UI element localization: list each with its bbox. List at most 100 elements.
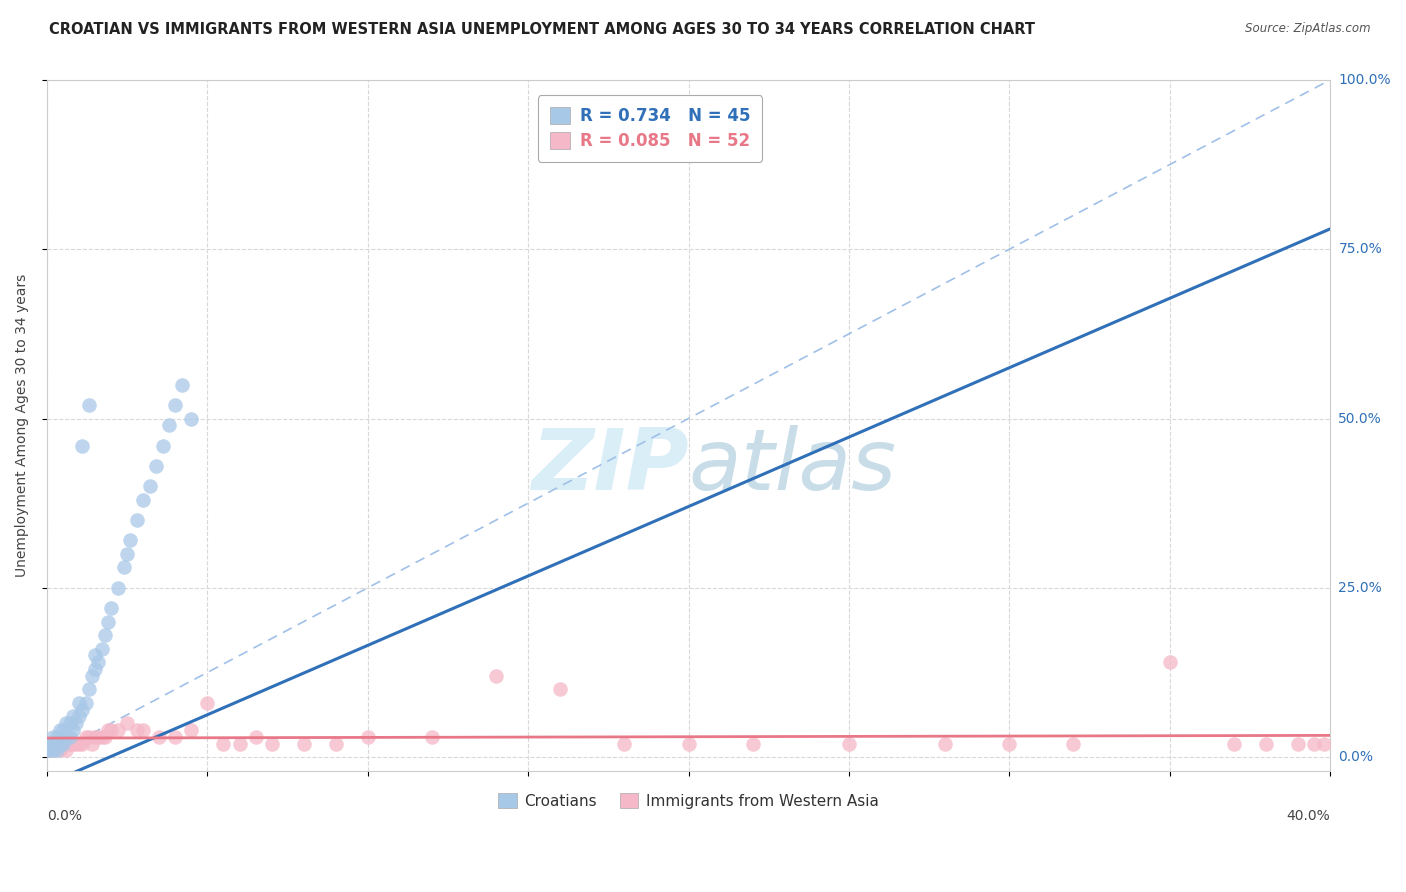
Point: [67, 737, 90, 751]
Point: [100, 601, 122, 615]
Point: [45, 743, 67, 757]
Point: [838, 737, 860, 751]
Point: [84, 648, 107, 663]
Y-axis label: Unemployment Among Ages 30 to 34 years: Unemployment Among Ages 30 to 34 years: [15, 274, 30, 577]
Point: [485, 669, 508, 683]
Point: [165, 398, 187, 412]
Point: [170, 377, 193, 392]
Point: [100, 723, 122, 737]
Point: [132, 492, 155, 507]
Point: [62, 709, 84, 723]
Point: [165, 730, 187, 744]
Point: [357, 730, 380, 744]
Text: 0.0%: 0.0%: [1339, 750, 1374, 764]
Point: [212, 737, 235, 751]
Point: [1254, 737, 1277, 751]
Point: [55, 743, 77, 757]
Point: [741, 737, 763, 751]
Point: [52, 723, 75, 737]
Point: [87, 655, 110, 669]
Point: [107, 723, 129, 737]
Point: [58, 730, 80, 744]
Text: 25.0%: 25.0%: [1339, 581, 1382, 595]
Point: [65, 716, 87, 731]
Point: [228, 737, 250, 751]
Point: [39, 743, 62, 757]
Point: [112, 560, 135, 574]
Text: 0.0%: 0.0%: [46, 809, 82, 823]
Point: [80, 737, 103, 751]
Point: [1312, 737, 1334, 751]
Point: [934, 737, 956, 751]
Point: [42, 743, 65, 757]
Point: [1303, 737, 1326, 751]
Point: [292, 737, 315, 751]
Point: [107, 581, 129, 595]
Point: [72, 703, 94, 717]
Point: [678, 737, 700, 751]
Point: [77, 398, 100, 412]
Point: [67, 696, 90, 710]
Point: [75, 696, 97, 710]
Point: [39, 737, 62, 751]
Point: [49, 723, 72, 737]
Point: [152, 439, 174, 453]
Point: [180, 411, 202, 425]
Point: [58, 716, 80, 731]
Point: [45, 737, 67, 751]
Point: [1062, 737, 1084, 751]
Point: [67, 709, 90, 723]
Point: [55, 730, 77, 744]
Point: [420, 730, 443, 744]
Point: [84, 662, 107, 676]
Point: [65, 737, 87, 751]
Point: [77, 730, 100, 744]
Point: [72, 439, 94, 453]
Point: [90, 641, 112, 656]
Point: [90, 730, 112, 744]
Point: [62, 737, 84, 751]
Point: [145, 458, 167, 473]
Point: [72, 737, 94, 751]
Text: ZIP: ZIP: [531, 425, 689, 508]
Point: [77, 682, 100, 697]
Text: 75.0%: 75.0%: [1339, 243, 1382, 256]
Point: [115, 716, 138, 731]
Point: [87, 730, 110, 744]
Text: atlas: atlas: [689, 425, 897, 508]
Point: [325, 737, 347, 751]
Point: [132, 723, 155, 737]
Point: [613, 737, 636, 751]
Point: [157, 418, 180, 433]
Legend: Croatians, Immigrants from Western Asia: Croatians, Immigrants from Western Asia: [492, 787, 884, 814]
Point: [97, 723, 120, 737]
Point: [35, 743, 58, 757]
Point: [35, 743, 58, 757]
Point: [80, 669, 103, 683]
Point: [39, 743, 62, 757]
Point: [49, 737, 72, 751]
Point: [94, 628, 117, 642]
Point: [84, 730, 107, 744]
Point: [998, 737, 1021, 751]
Point: [97, 615, 120, 629]
Point: [138, 479, 160, 493]
Point: [1223, 737, 1246, 751]
Point: [148, 730, 170, 744]
Point: [180, 723, 202, 737]
Point: [94, 730, 117, 744]
Point: [55, 716, 77, 731]
Point: [1159, 655, 1181, 669]
Point: [62, 723, 84, 737]
Point: [548, 682, 571, 697]
Point: [52, 737, 75, 751]
Text: 50.0%: 50.0%: [1339, 411, 1382, 425]
Point: [52, 737, 75, 751]
Text: Source: ZipAtlas.com: Source: ZipAtlas.com: [1246, 22, 1371, 36]
Point: [45, 730, 67, 744]
Point: [42, 737, 65, 751]
Point: [49, 743, 72, 757]
Point: [42, 743, 65, 757]
Point: [115, 547, 138, 561]
Point: [58, 737, 80, 751]
